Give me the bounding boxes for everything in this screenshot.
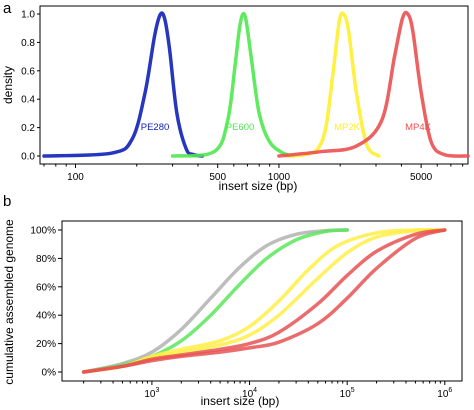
panel-a-series-line: [277, 10, 470, 158]
panel-b-y-axis-title: cumulative assembled genome: [2, 219, 16, 385]
panel-a-plot-frame: [39, 5, 469, 165]
panel-b-axes: 0% 20% 40% 60% 80% 100% 103 104 105 106: [30, 220, 463, 400]
panel-a-series-line: [42, 11, 205, 158]
panel-b-y-tick-label: 100%: [30, 226, 56, 237]
panel-a-y-tick-label: 1.0: [21, 10, 35, 21]
panel-b-series-line: [81, 228, 447, 374]
panel-b-y-tick-label: 60%: [36, 282, 56, 293]
panel-b-series-line: [81, 228, 447, 374]
panel-b-y-tick-label: 80%: [36, 254, 56, 265]
panel-b-label: b: [3, 193, 11, 210]
panel-a-series-line: [285, 11, 381, 158]
panel-a-series-line: [170, 11, 296, 158]
panel-b-series-line: [81, 228, 447, 374]
panel-a-series-labels: PE280 PE600 MP2K MP4K: [141, 122, 432, 133]
panel-b-series-line: [81, 228, 447, 374]
panel-a-series-label: PE280: [141, 122, 170, 133]
panel-a-y-tick-label: 0.0: [21, 152, 35, 163]
panel-a-series-label: MP2K: [334, 122, 361, 133]
panel-b-plot-frame: [61, 220, 463, 382]
panel-b-y-tick-label: 0%: [42, 368, 57, 379]
panel-b-x-tick-label: 104: [242, 387, 257, 400]
panel-a-x-tick-label: 5000: [410, 172, 433, 183]
panel-b-x-tick-label: 105: [340, 387, 355, 400]
panel-a-series-label: PE600: [226, 122, 255, 133]
panel-a-y-tick-label: 0.2: [21, 123, 35, 134]
panel-a-x-tick-label: 100: [67, 172, 84, 183]
panel-a-y-tick-label: 0.6: [21, 66, 35, 77]
panel-a: a 0.0 0.2 0.4 0.6 0.8 1.0 100 500 1000 5000 PE280…: [1, 0, 470, 193]
panel-a-series: [42, 10, 470, 158]
panel-b-x-tick-label: 106: [437, 387, 452, 400]
panel-b: b 0% 20% 40% 60% 80% 100% 103 104 105 106 insert …: [2, 193, 463, 408]
panel-a-label: a: [3, 0, 12, 17]
panel-b-series: [81, 228, 447, 374]
panel-a-y-tick-label: 0.8: [21, 38, 35, 49]
panel-b-series-line: [81, 228, 349, 374]
panel-a-x-tick-label: 1000: [268, 172, 291, 183]
panel-b-y-tick-label: 20%: [36, 339, 56, 350]
panel-b-y-tick-label: 40%: [36, 311, 56, 322]
panel-a-x-tick-label: 500: [209, 172, 226, 183]
panel-a-axes: 0.0 0.2 0.4 0.6 0.8 1.0 100 500 1000 5000: [21, 5, 469, 183]
panel-a-y-axis-title: density: [1, 66, 15, 104]
panel-a-series-label: MP4K: [405, 122, 432, 133]
panel-b-x-tick-label: 103: [144, 387, 159, 400]
panel-b-x-axis-title: insert size (bp): [201, 394, 280, 408]
panel-a-x-axis-title: insert size (bp): [219, 179, 298, 193]
panel-a-y-tick-label: 0.4: [21, 95, 35, 106]
